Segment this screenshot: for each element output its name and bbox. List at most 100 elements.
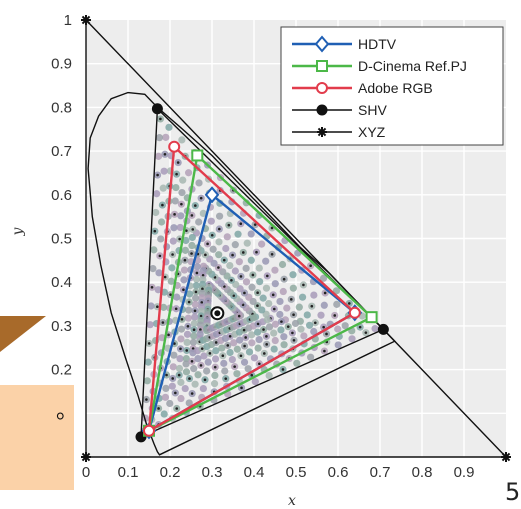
sample-dot-core (231, 253, 234, 257)
sample-dot (221, 367, 229, 375)
x-tick-label: 0.5 (286, 464, 307, 481)
sample-dot-core (272, 307, 276, 311)
sample-dot (154, 286, 162, 294)
x-tick-label: 0 (82, 464, 90, 481)
sample-dot (153, 190, 161, 198)
y-tick-label: 1 (64, 12, 72, 29)
sample-dot (305, 321, 314, 329)
sample-dot (226, 348, 234, 357)
sample-dot-core (243, 344, 246, 348)
sample-dot (160, 410, 168, 418)
sample-dot-core (271, 293, 275, 297)
sample-dot (259, 294, 267, 302)
sample-dot (200, 352, 208, 360)
sample-dot (253, 328, 262, 336)
sample-dot-core (213, 365, 217, 369)
sample-dot-core (217, 266, 220, 269)
sample-dot (146, 321, 154, 329)
series-point-xyz (81, 15, 91, 25)
sample-dot-core (171, 377, 174, 380)
x-tick-label: 0.1 (118, 464, 139, 481)
sample-dot (181, 246, 190, 254)
axes: 00.10.20.30.40.50.60.70.80.900.10.20.30.… (10, 12, 474, 509)
sample-dot (293, 359, 301, 367)
sample-dot-core (270, 253, 274, 256)
sample-dot-core (292, 339, 296, 342)
sample-dot-core (156, 305, 159, 308)
sample-dot (230, 339, 238, 347)
sample-dot (183, 338, 191, 347)
sample-dot (249, 314, 257, 322)
series-point-shv (151, 103, 163, 115)
sample-dot-core (174, 391, 177, 395)
sample-dot (262, 257, 270, 265)
sample-dot-core (233, 365, 236, 368)
sample-dot-core (310, 304, 314, 308)
sample-dot (194, 371, 202, 379)
y-tick-label: 0.6 (51, 187, 72, 204)
sample-dot (162, 384, 170, 392)
sample-dot-core (242, 328, 246, 332)
sample-dot-core (174, 307, 178, 311)
sample-dot-core (178, 237, 181, 241)
sample-dot (289, 284, 297, 292)
sample-dot-core (206, 242, 209, 246)
sample-dot (243, 239, 251, 247)
sample-dot-core (251, 273, 255, 277)
sample-dot-core (253, 223, 257, 226)
sample-dot (271, 320, 280, 328)
sample-dot (277, 326, 285, 334)
sample-dot-core (171, 253, 174, 256)
sample-dot (192, 275, 201, 283)
sample-dot-core (282, 277, 286, 281)
sample-dot-core (188, 377, 191, 380)
sample-dot-core (221, 354, 225, 358)
sample-dot-core (183, 258, 187, 262)
sample-dot (155, 269, 163, 277)
series-point-shv (377, 323, 389, 335)
sample-dot (283, 304, 291, 312)
series-line-xyz (85, 19, 507, 458)
sample-dot-core (186, 324, 190, 328)
sample-dot (222, 244, 230, 253)
sample-dot (183, 330, 192, 338)
sample-dot (155, 134, 164, 142)
sample-dot-core (191, 228, 195, 231)
x-tick-label: 0.9 (454, 464, 475, 481)
sample-dot-core (177, 373, 181, 377)
sample-dot (149, 264, 157, 273)
sample-dot-core (163, 275, 167, 279)
sample-dot (182, 354, 190, 363)
sample-dot-core (265, 274, 269, 278)
sample-dot (176, 223, 184, 232)
sample-dot (203, 367, 211, 375)
sample-dot-core (185, 349, 189, 352)
sample-dot (348, 335, 356, 343)
sample-dot (182, 236, 190, 245)
sample-dot-core (292, 313, 295, 316)
series-xyz (81, 15, 511, 462)
series-line-adobe-rgb (147, 145, 356, 432)
sample-dot (194, 355, 202, 363)
sample-dot (226, 261, 234, 270)
sample-dot (170, 224, 178, 232)
x-tick-label: 0.4 (244, 464, 265, 481)
sample-dot (190, 332, 198, 340)
sample-dot (263, 316, 271, 324)
sample-dot-core (203, 378, 207, 382)
sample-dot (177, 212, 185, 220)
sample-dot-core (224, 377, 228, 380)
sample-dot (185, 399, 193, 407)
series-group (81, 15, 511, 462)
sample-dot (371, 324, 379, 333)
sample-dot (152, 208, 160, 217)
sample-dot (280, 341, 288, 349)
sample-dot-core (201, 273, 205, 277)
sample-dot-core (222, 258, 226, 262)
sample-dot (180, 266, 189, 274)
sample-dot-core (227, 223, 231, 227)
sample-dot-core (243, 291, 246, 295)
sample-dot-core (190, 359, 194, 363)
sample-dot (144, 358, 152, 366)
sample-dot (233, 370, 241, 378)
